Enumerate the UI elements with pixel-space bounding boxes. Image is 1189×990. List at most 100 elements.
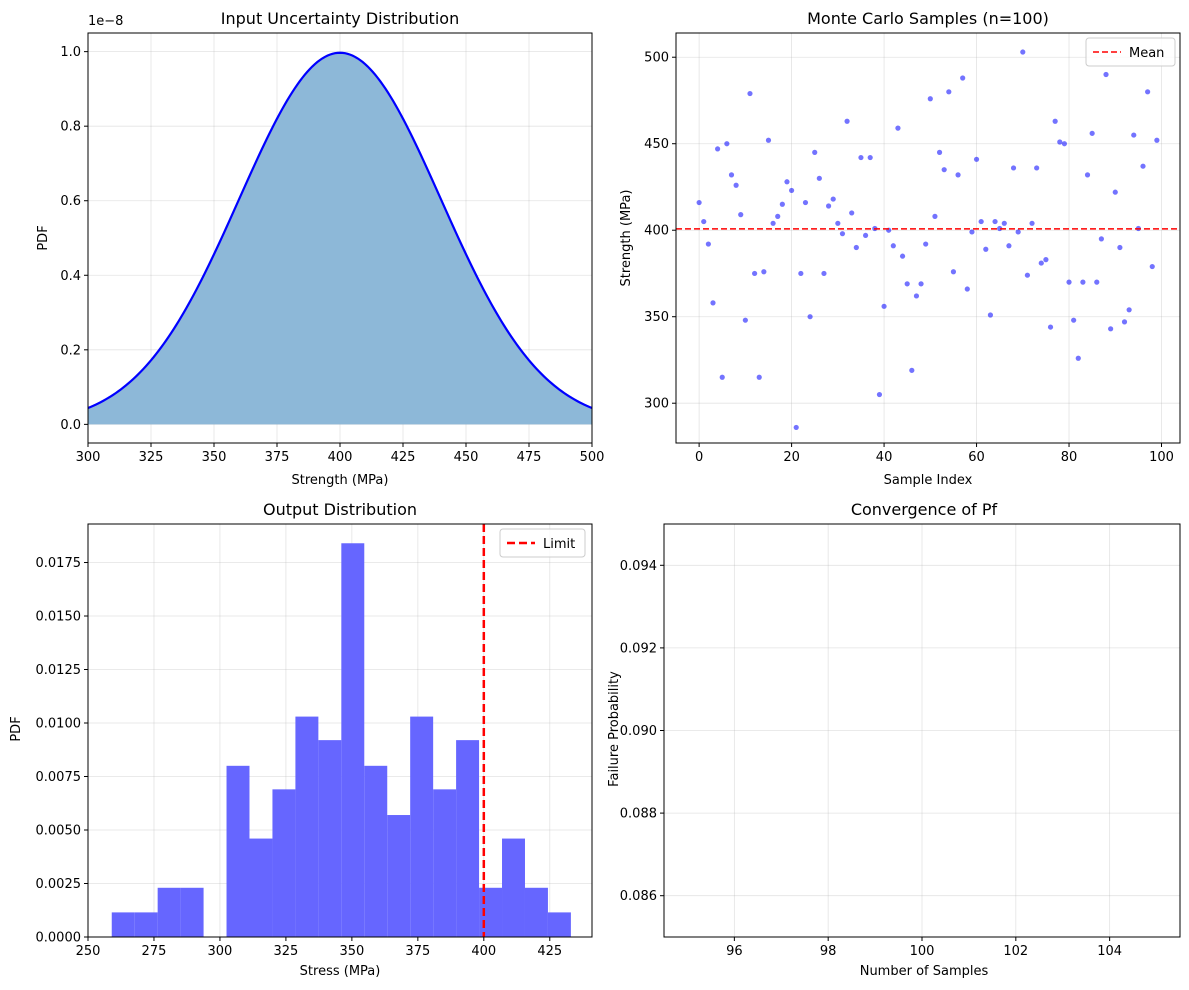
sample-point — [816, 175, 822, 181]
sample-point — [899, 253, 906, 259]
sample-point — [1121, 319, 1128, 325]
sample-point — [1061, 141, 1067, 147]
y-tick-label: 0.092 — [620, 641, 657, 656]
sample-point — [802, 199, 809, 206]
sample-point — [747, 90, 753, 97]
sample-point — [701, 218, 707, 225]
histogram-bar — [387, 815, 411, 937]
x-tick-label: 325 — [139, 450, 164, 465]
sample-point — [1075, 355, 1081, 361]
sample-point — [1149, 263, 1155, 270]
y-tick-label: 450 — [644, 137, 669, 152]
sample-point — [1034, 165, 1040, 171]
convergence-title: Convergence of Pf — [851, 500, 998, 519]
sample-point — [992, 218, 998, 225]
sample-point — [821, 270, 827, 277]
histogram-bar — [226, 765, 250, 937]
histogram-bar — [410, 716, 434, 937]
sample-point — [1010, 165, 1017, 171]
y-tick-label: 0.086 — [620, 889, 657, 904]
sample-point — [1154, 137, 1160, 143]
axes-frame — [663, 523, 1181, 938]
sample-point — [789, 187, 795, 194]
sample-point — [987, 312, 994, 318]
sample-point — [913, 293, 920, 299]
y-tick-label: 0.0025 — [36, 877, 82, 892]
sample-point — [728, 172, 735, 178]
x-tick-label: 400 — [471, 944, 496, 959]
x-tick-label: 250 — [76, 944, 101, 959]
histogram-bar — [433, 789, 457, 937]
input-distribution-xlabel: Strength (MPa) — [292, 473, 389, 488]
x-tick-label: 400 — [328, 450, 353, 465]
histogram-bar — [479, 887, 503, 937]
sample-point — [936, 149, 943, 155]
y-tick-label: 0.6 — [60, 194, 81, 209]
sample-point — [909, 367, 915, 373]
input-distribution-panel: Input Uncertainty Distribution 1e−8 300 3… — [36, 9, 604, 488]
sample-point — [1112, 189, 1118, 195]
axes-frame — [87, 523, 593, 938]
x-tick-label: 425 — [391, 450, 416, 465]
histogram-bar — [157, 887, 181, 937]
sample-point — [775, 213, 781, 219]
sample-point — [844, 118, 850, 124]
y-tick-label: 0.0050 — [36, 824, 82, 839]
sample-point — [904, 281, 910, 287]
sample-point — [923, 241, 929, 247]
sample-point — [1029, 220, 1035, 226]
mean-legend-box — [1085, 37, 1176, 67]
histogram-bar — [547, 912, 571, 937]
convergence-xlabel: Number of Samples — [860, 964, 989, 979]
sample-point — [752, 270, 758, 277]
sample-point — [756, 374, 762, 380]
histogram-bar — [318, 740, 342, 937]
x-tick-label: 100 — [1149, 450, 1174, 465]
x-tick-label: 450 — [454, 450, 479, 465]
y-tick-label: 0.094 — [620, 559, 657, 574]
sample-point — [1098, 236, 1104, 242]
sample-point — [1117, 244, 1123, 251]
x-tick-label: 80 — [1061, 450, 1078, 465]
limit-legend-label: Limit — [543, 537, 575, 552]
sample-point — [1071, 317, 1077, 323]
histogram-bar — [295, 716, 319, 937]
sample-point — [997, 225, 1003, 232]
histogram-bar — [272, 789, 296, 937]
sample-point — [1103, 71, 1109, 78]
x-tick-label: 375 — [265, 450, 290, 465]
sample-point — [1131, 132, 1137, 138]
output-distribution-title: Output Distribution — [263, 500, 417, 519]
sample-point — [1020, 49, 1026, 55]
sample-point — [1094, 279, 1100, 285]
x-tick-label: 96 — [726, 944, 743, 959]
sample-point — [765, 137, 772, 143]
sample-point — [784, 179, 790, 185]
x-tick-label: 425 — [537, 944, 562, 959]
input-distribution-title: Input Uncertainty Distribution — [221, 9, 459, 28]
histogram-bar — [456, 740, 480, 937]
sample-point — [964, 286, 970, 292]
sample-point — [941, 167, 947, 173]
mean-legend: Mean — [1085, 37, 1176, 67]
histogram-bar — [524, 887, 548, 937]
sample-point — [715, 146, 721, 152]
x-tick-label: 100 — [910, 944, 935, 959]
sample-point — [1084, 172, 1091, 178]
sample-point — [710, 300, 716, 306]
sample-point — [1024, 272, 1031, 278]
y-tick-label: 0.4 — [60, 269, 81, 284]
y-tick-label: 400 — [644, 224, 669, 239]
sample-point — [839, 231, 846, 237]
x-tick-label: 475 — [517, 450, 542, 465]
histogram-bar — [111, 912, 135, 937]
sample-point — [1066, 279, 1072, 285]
sample-point — [719, 374, 725, 380]
sample-point — [742, 317, 748, 323]
x-tick-label: 500 — [580, 450, 605, 465]
x-tick-label: 300 — [76, 450, 101, 465]
y-tick-label: 300 — [644, 397, 669, 412]
x-tick-label: 300 — [208, 944, 233, 959]
sample-point — [825, 203, 832, 209]
sample-point — [779, 201, 785, 207]
